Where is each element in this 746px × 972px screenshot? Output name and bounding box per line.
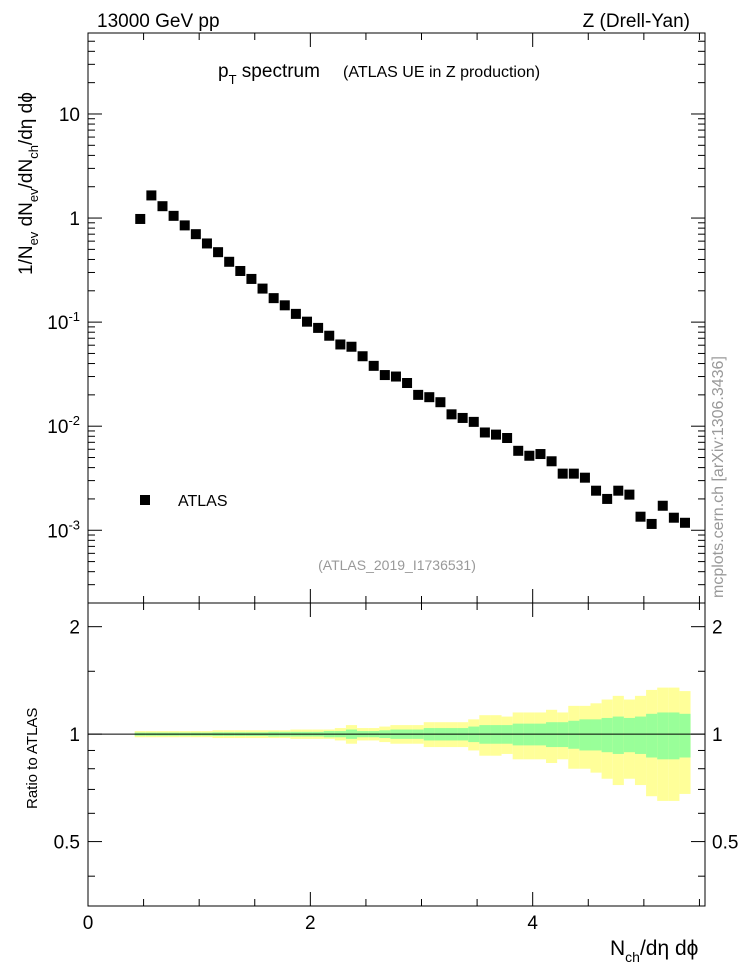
- data-point: [546, 456, 557, 467]
- y-tick-label: 10-3: [47, 517, 80, 542]
- data-point: [368, 360, 379, 371]
- data-point: [179, 220, 190, 231]
- data-point: [468, 416, 479, 427]
- data-point: [424, 392, 435, 403]
- analysis-id: (ATLAS_2019_I1736531): [318, 557, 476, 573]
- data-point: [168, 210, 179, 221]
- stat-uncertainty-band: [568, 720, 580, 749]
- plot-title: pT spectrum: [218, 61, 320, 87]
- y-tick-label: 10-1: [47, 309, 80, 334]
- data-point: [246, 273, 257, 284]
- ratio-y-tick-label-right: 2: [712, 618, 723, 639]
- data-point: [557, 468, 568, 479]
- data-point: [146, 190, 157, 201]
- stat-uncertainty-band: [601, 717, 613, 753]
- data-point: [479, 427, 490, 438]
- data-point: [591, 485, 602, 496]
- x-axis-label: Nch/dη dϕ: [610, 937, 698, 965]
- data-point: [268, 293, 279, 304]
- data-point: [502, 433, 513, 444]
- data-point: [613, 485, 624, 496]
- data-point: [201, 238, 212, 249]
- y-tick-label: 10-2: [47, 413, 80, 438]
- data-point: [335, 339, 346, 350]
- ratio-y-tick-label: 0.5: [54, 833, 80, 854]
- data-point: [357, 351, 368, 362]
- data-point: [302, 316, 313, 327]
- data-point: [135, 213, 146, 224]
- data-point: [635, 511, 646, 522]
- data-point: [668, 512, 679, 523]
- data-point: [213, 247, 224, 258]
- data-point: [157, 201, 168, 212]
- plot-title-note: (ATLAS UE in Z production): [343, 64, 540, 81]
- data-point: [290, 308, 301, 319]
- ratio-y-tick-label: 1: [69, 725, 80, 746]
- stat-uncertainty-band: [612, 716, 624, 754]
- data-point: [435, 397, 446, 408]
- data-point: [524, 450, 535, 461]
- data-point: [602, 493, 613, 504]
- ratio-y-tick-label-right: 1: [712, 725, 723, 746]
- header-process-label: Z (Drell-Yan): [583, 11, 690, 32]
- data-point: [413, 389, 424, 400]
- data-point: [190, 229, 201, 240]
- x-tick-label: 4: [527, 913, 538, 934]
- x-tick-label: 0: [83, 913, 94, 934]
- data-point: [624, 489, 635, 500]
- main-y-axis-label: 1/Nev dNev/dNch/dη dϕ: [16, 92, 41, 275]
- data-point: [568, 468, 579, 479]
- stat-uncertainty-band: [623, 717, 635, 753]
- data-point: [657, 500, 668, 511]
- header-energy-label: 13000 GeV pp: [97, 11, 220, 32]
- stat-uncertainty-band: [679, 713, 691, 758]
- data-point: [235, 265, 246, 276]
- data-point: [457, 412, 468, 423]
- main-panel-frame: [87, 32, 706, 604]
- data-point: [679, 517, 690, 528]
- data-point: [513, 445, 524, 456]
- data-point: [535, 449, 546, 460]
- ratio-y-tick-label-right: 0.5: [712, 833, 738, 854]
- data-point: [324, 330, 335, 341]
- data-point: [346, 341, 357, 352]
- data-point: [402, 378, 413, 389]
- ratio-panel-frame: [87, 602, 706, 907]
- stat-uncertainty-band: [590, 719, 602, 751]
- stat-uncertainty-band: [634, 716, 647, 754]
- legend-label: ATLAS: [178, 493, 228, 510]
- data-point: [313, 322, 324, 333]
- data-point: [390, 371, 401, 382]
- data-point: [279, 300, 290, 311]
- x-tick-label: 2: [305, 913, 316, 934]
- data-point: [224, 256, 235, 267]
- ratio-y-axis-label: Ratio to ATLAS: [24, 708, 41, 809]
- stat-uncertainty-band: [646, 713, 658, 758]
- data-point: [446, 409, 457, 420]
- y-tick-label: 1: [69, 209, 80, 230]
- watermark: mcplots.cern.ch [arXiv:1306.3436]: [710, 356, 727, 598]
- data-point: [646, 518, 657, 529]
- stat-uncertainty-band: [657, 712, 669, 760]
- data-point: [490, 429, 501, 440]
- data-point: [579, 472, 590, 483]
- ratio-y-tick-label: 2: [69, 618, 80, 639]
- stat-uncertainty-band: [668, 712, 680, 760]
- legend-marker: [140, 495, 150, 505]
- stat-uncertainty-band: [579, 719, 591, 751]
- y-tick-label: 10: [59, 105, 80, 126]
- data-point: [257, 283, 268, 294]
- data-point: [379, 370, 390, 381]
